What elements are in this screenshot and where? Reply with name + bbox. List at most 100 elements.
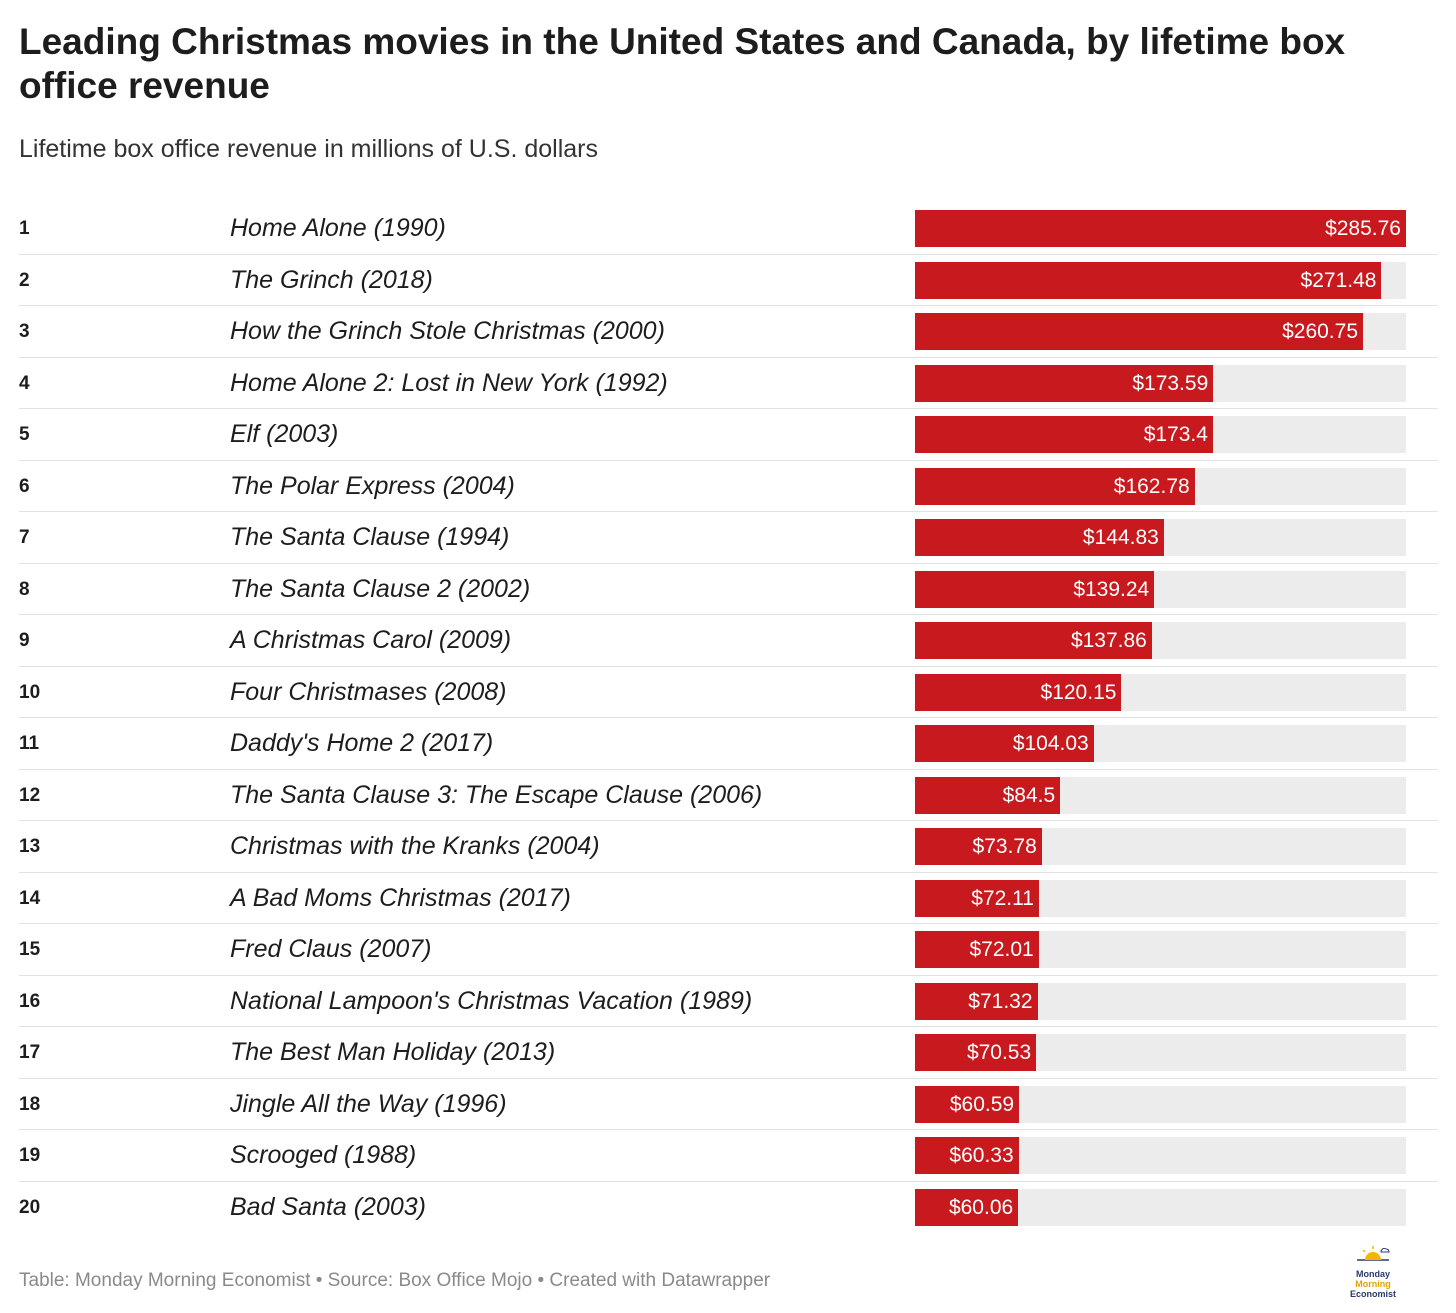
movie-title-cell: The Polar Express (2004) [230,471,515,500]
revenue-bar: $137.86 [915,622,1152,659]
revenue-label: $72.11 [971,886,1034,910]
movie-title-cell: The Grinch (2018) [230,265,433,294]
table-row: 7 The Santa Clause (1994) $144.83 [19,512,1438,564]
bar-track: $144.83 [915,519,1406,556]
movie-title-cell: Bad Santa (2003) [230,1192,426,1221]
bar-track: $72.11 [915,879,1406,917]
revenue-label: $60.33 [949,1144,1014,1167]
bar-track: $260.75 [915,313,1406,350]
rank-cell: 15 [19,939,41,960]
movie-title-cell: Fred Claus (2007) [230,935,432,963]
rank-cell: 14 [19,887,41,909]
bar-track: $137.86 [915,622,1406,659]
revenue-label: $173.4 [1143,423,1208,446]
bar-track: $70.53 [915,1034,1406,1071]
rank-cell: 9 [19,630,30,651]
revenue-bar: $173.4 [915,416,1213,453]
revenue-bar: $72.11 [915,879,1039,917]
revenue-label: $104.03 [1012,732,1089,755]
rank-cell: 13 [19,836,41,857]
revenue-label: $60.06 [948,1195,1014,1219]
movie-title-cell: Christmas with the Kranks (2004) [230,832,600,860]
revenue-label: $73.78 [972,835,1037,858]
chart-title: Leading Christmas movies in the United S… [19,21,1346,106]
rank-cell: 4 [19,372,30,394]
logo-line-1: Monday [1355,1269,1390,1279]
table-row: 15 Fred Claus (2007) $72.01 [19,924,1438,976]
revenue-label: $285.76 [1325,217,1401,240]
revenue-bar: $60.33 [915,1137,1019,1174]
movie-title-cell: Elf (2003) [230,420,339,448]
movie-title-cell: Jingle All the Way (1996) [230,1089,507,1118]
movie-title-cell: The Best Man Holiday (2013) [230,1038,556,1066]
footer-credits: Table: Monday Morning Economist • Source… [19,1270,771,1291]
chart-subtitle: Lifetime box office revenue in millions … [19,135,598,163]
bar-track: $104.03 [915,725,1406,762]
movie-title-cell: Home Alone (1990) [230,214,446,242]
revenue-bar: $72.01 [915,931,1039,968]
bar-track: $173.4 [915,416,1406,453]
revenue-bar: $162.78 [915,467,1195,505]
rank-cell: 3 [19,321,30,342]
revenue-bar: $104.03 [915,725,1094,762]
revenue-label: $139.24 [1073,577,1150,601]
rank-cell: 2 [19,269,30,291]
bar-track: $162.78 [915,467,1406,505]
bar-track: $139.24 [915,570,1406,608]
table-row: 19 Scrooged (1988) $60.33 [19,1130,1438,1182]
revenue-label: $71.32 [968,989,1033,1013]
movie-title-cell: Home Alone 2: Lost in New York (1992) [230,368,668,397]
bar-track: $72.01 [915,931,1406,968]
revenue-bar: $285.76 [915,210,1406,247]
rank-cell: 18 [19,1093,41,1115]
revenue-label: $162.78 [1113,474,1190,498]
revenue-bar: $144.83 [915,519,1164,556]
logo-line-2: Morning [1355,1279,1391,1289]
revenue-bar: $271.48 [915,261,1382,299]
movie-title-cell: The Santa Clause 3: The Escape Clause (2… [230,780,763,809]
table-row: 14 A Bad Moms Christmas (2017) $72.11 [19,873,1438,924]
table-row: 9 A Christmas Carol (2009) $137.86 [19,615,1438,667]
revenue-bar: $71.32 [915,982,1038,1020]
movie-title-cell: The Santa Clause 2 (2002) [230,574,531,603]
rank-cell: 11 [19,733,40,754]
table-row: 10 Four Christmases (2008) $120.15 [19,667,1438,718]
revenue-label: $70.53 [966,1041,1032,1064]
rank-cell: 12 [19,784,41,806]
revenue-bar: $84.5 [915,776,1061,814]
movie-title-cell: How the Grinch Stole Christmas (2000) [230,317,665,345]
table-row: 1 Home Alone (1990) $285.76 [19,203,1438,255]
revenue-label: $120.15 [1040,680,1117,704]
revenue-bar: $60.59 [915,1085,1020,1123]
bar-track: $60.33 [915,1137,1406,1174]
revenue-bar: $70.53 [915,1034,1037,1071]
table-row: 3 How the Grinch Stole Christmas (2000) $2… [19,306,1438,358]
table-row: 11 Daddy's Home 2 (2017) $104.03 [19,718,1438,770]
bar-track: $271.48 [915,261,1406,299]
bar-track: $285.76 [915,210,1406,247]
revenue-bar: $73.78 [915,828,1042,865]
bar-track: $73.78 [915,828,1406,865]
table-row: 12 The Santa Clause 3: The Escape Clause … [19,770,1438,821]
revenue-label: $60.59 [949,1092,1015,1116]
movie-title-cell: A Bad Moms Christmas (2017) [230,883,571,912]
ranking-table: 1 Home Alone (1990) $285.76 2 The Grinch (20… [19,203,1438,1233]
movie-title-cell: Four Christmases (2008) [230,677,507,706]
bar-track: $173.59 [915,364,1406,402]
table-row: 18 Jingle All the Way (1996) $60.59 [19,1079,1438,1130]
rank-cell: 19 [19,1145,41,1166]
bar-track: $60.06 [915,1188,1406,1226]
revenue-label: $173.59 [1132,371,1209,395]
table-row: 2 The Grinch (2018) $271.48 [19,255,1438,306]
movie-title-cell: National Lampoon's Christmas Vacation (1… [230,986,753,1015]
rank-cell: 1 [19,218,30,239]
table-row: 4 Home Alone 2: Lost in New York (1992) $1… [19,358,1438,409]
rank-cell: 16 [19,990,41,1012]
bar-track: $71.32 [915,982,1406,1020]
rank-cell: 6 [19,475,30,497]
revenue-bar: $173.59 [915,364,1214,402]
rank-cell: 20 [19,1196,41,1218]
revenue-bar: $139.24 [915,570,1155,608]
table-row: 5 Elf (2003) $173.4 [19,409,1438,461]
movie-title-cell: A Christmas Carol (2009) [230,626,512,654]
